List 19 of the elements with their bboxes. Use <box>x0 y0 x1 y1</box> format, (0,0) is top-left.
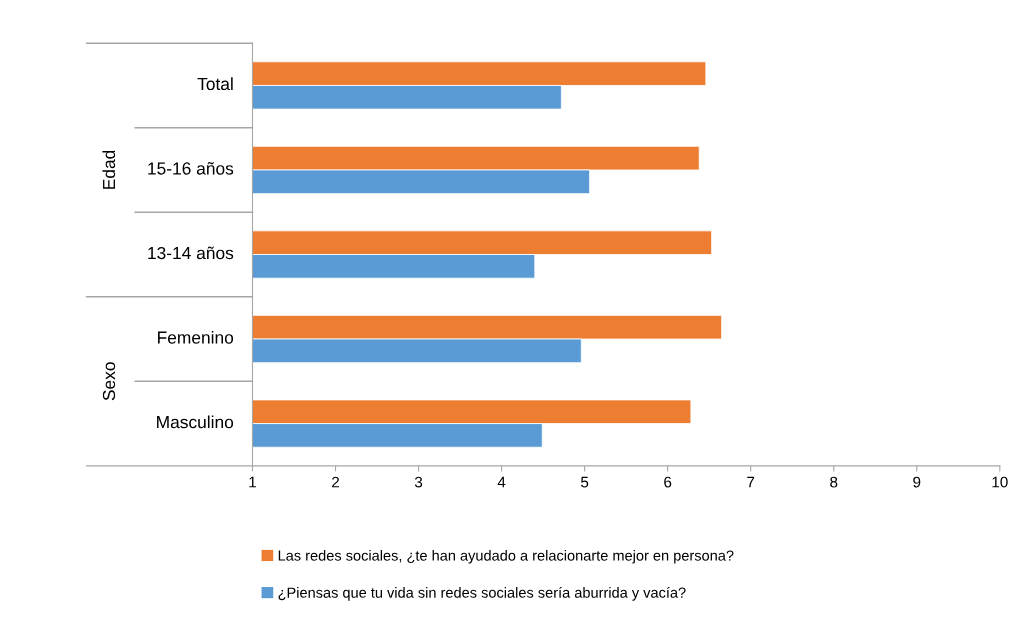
y-tick-label: 13-14 años <box>148 246 234 260</box>
x-tick-label: 9 <box>913 476 921 488</box>
x-tick-label: 10 <box>992 476 1008 488</box>
y-tick-label: Femenino <box>158 330 234 344</box>
x-tick-label: 5 <box>580 476 589 488</box>
legend-label: ¿Piensas que tu vida sin redes sociales sería aburrida y vacía? <box>278 586 686 601</box>
text: Edad <box>102 150 116 189</box>
x-tick-label: 1 <box>249 476 256 488</box>
x-tick-label: 6 <box>664 476 672 488</box>
x-tick-label: 4 <box>497 476 506 488</box>
y-tick-label: Total <box>197 77 233 91</box>
y-tick-label: 15-16 años <box>148 162 234 175</box>
text: Sexo <box>102 362 116 401</box>
x-tick-label: 2 <box>332 476 339 488</box>
legend-label: Las redes sociales, ¿te han ayudado a relacionarte mejor en persona? <box>278 549 734 564</box>
x-tick-label: 3 <box>414 476 423 488</box>
x-tick-label: 8 <box>830 476 838 488</box>
y-tick-label: Masculino <box>157 415 234 429</box>
x-tick-label: 7 <box>747 476 755 488</box>
